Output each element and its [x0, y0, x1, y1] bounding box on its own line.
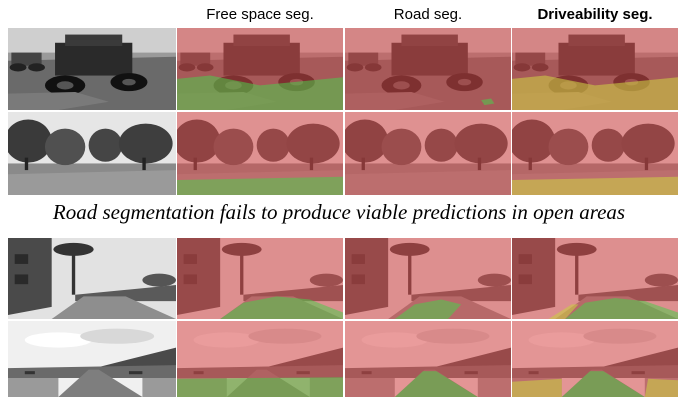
image-tile-driveability-row4: [512, 321, 678, 397]
image-tile-input-row2: [8, 112, 176, 195]
scene-photo: [8, 321, 176, 397]
image-tile-driveability-row1: [512, 28, 678, 110]
image-tile-input-row4: [8, 321, 176, 397]
image-tile-road-row2: [345, 112, 511, 195]
image-tile-road-row3: [345, 238, 511, 319]
image-tile-free-space-row1: [177, 28, 343, 110]
image-tile-road-row4: [345, 321, 511, 397]
image-tile-driveability-row2: [512, 112, 678, 195]
figure-caption: Road segmentation fails to produce viabl…: [52, 200, 626, 224]
image-tile-free-space-row4: [177, 321, 343, 397]
scene-photo: [8, 28, 176, 110]
image-tile-input-row1: [8, 28, 176, 110]
scene-photo: [8, 238, 176, 319]
column-header-row: Free space seg. Road seg. Driveability s…: [0, 6, 678, 28]
scene-photo: [8, 112, 176, 195]
image-tile-free-space-row3: [177, 238, 343, 319]
image-tile-input-row3: [8, 238, 176, 319]
column-title-road: Road seg.: [393, 6, 463, 23]
image-tile-road-row1: [345, 28, 511, 110]
column-title-driveability: Driveability seg.: [537, 6, 653, 23]
image-tile-free-space-row2: [177, 112, 343, 195]
image-tile-driveability-row3: [512, 238, 678, 319]
column-title-free-space: Free space seg.: [206, 6, 314, 23]
